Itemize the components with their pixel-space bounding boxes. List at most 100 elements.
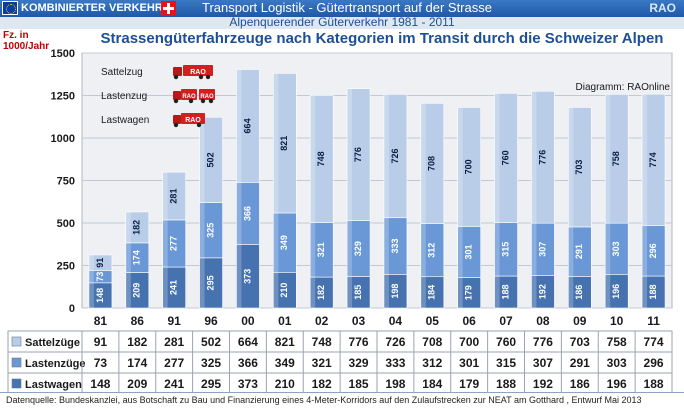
bar-value-label: 760 [500,150,510,165]
truck-wheel [173,122,179,128]
bar-segment [88,254,113,271]
bar-highlight [457,277,463,308]
x-tick-label: 86 [131,314,145,328]
header-title: Transport Logistik - Gütertransport auf … [202,0,492,15]
bar-value-label: 296 [648,243,658,258]
table-cell: 366 [238,356,258,370]
table-cell: 188 [496,377,516,391]
source-note: Datenquelle: Bundeskanzlei, aus Botschaf… [6,395,642,405]
bar-highlight [420,223,426,277]
bar-value-label: 182 [316,285,326,300]
bar-highlight [125,211,131,243]
bar-value-label: 210 [279,283,289,298]
y-tick-label: 1500 [51,48,75,60]
bar-segment [531,90,555,224]
bar-value-label: 198 [390,284,400,299]
truck-legend-label: Lastenzug [101,91,147,102]
bar-value-label: 196 [611,284,621,299]
truck-wheel [188,98,194,104]
truck-wheel [208,98,214,104]
bar-value-label: 315 [500,242,510,257]
table-cell: 776 [349,335,369,349]
bar-highlight [568,107,574,227]
y-tick-label: 500 [57,218,75,230]
bar-value-label: 748 [316,151,326,166]
subtitle-bar [0,17,684,29]
truck-logo: RAO [190,69,206,76]
bar-value-label: 373 [242,269,252,284]
bar-highlight [88,254,94,271]
chart-title: Strassengüterfahrzeuge nach Kategorien i… [100,30,664,47]
bar-segment [457,107,481,227]
bar-value-label: 188 [500,285,510,300]
truck-legend-icon: RAO [173,65,213,80]
y-tick-label: 250 [57,261,75,273]
bar-segment [309,95,334,223]
bar-value-label: 148 [95,288,105,303]
bar-segment [236,69,260,183]
bar-highlight [605,223,611,275]
table-cell: 182 [312,377,332,391]
bar-value-label: 758 [611,151,621,166]
table-cell: 295 [201,377,221,391]
table-cell: 303 [607,356,627,370]
table-cell: 91 [94,335,108,349]
x-tick-label: 81 [94,314,108,328]
truck-box [181,89,197,100]
bar-segment [641,93,666,227]
bar-highlight [420,103,426,224]
bar-value-label: 192 [537,284,547,299]
table-cell: 291 [570,356,590,370]
bar-segment [162,171,186,221]
truck-wheel [200,98,206,104]
bar-highlight [531,223,537,276]
bar-highlight [199,202,205,258]
table-cell: 349 [275,356,295,370]
x-tick-label: 10 [610,314,624,328]
truck-legend-icon: RAO RAO [173,89,215,104]
bar-value-label: 312 [427,243,437,258]
table-cell: 196 [607,377,627,391]
table-cell: 296 [644,356,664,370]
table-cell: 73 [94,356,108,370]
bar-highlight [199,257,205,308]
x-tick-label: 04 [389,314,403,328]
bar-segment [273,73,297,214]
bar-value-label: 325 [205,223,215,238]
y-axis-unit: Fz. in 1000/Jahr [3,30,50,52]
truck-logo: RAO [185,117,201,124]
bar-value-label: 821 [279,136,289,151]
x-tick-label: 96 [204,314,218,328]
x-tick-label: 11 [647,314,660,328]
brand-label: KOMBINIERTER VERKEHR [21,2,163,14]
table-cell: 281 [164,335,184,349]
footer-separator [0,392,684,393]
table-cell: 315 [496,356,516,370]
bar-highlight [605,94,611,224]
bar-highlight [125,242,131,273]
table-cell: 209 [127,377,147,391]
bar-highlight [310,277,316,308]
table-cell: 186 [570,377,590,391]
table-cell: 760 [496,335,516,349]
table-cell: 185 [349,377,369,391]
bar-value-label: 700 [464,159,474,174]
bar-segment [346,88,371,221]
table-cell: 776 [533,335,553,349]
bar-value-label: 774 [648,152,658,167]
bar-highlight [125,272,131,308]
x-tick-label: 00 [241,314,255,328]
x-tick-label: 06 [463,314,477,328]
table-cell: 708 [422,335,442,349]
y-tick-label: 0 [69,303,75,315]
bar-value-label: 333 [390,239,400,254]
table-cell: 179 [459,377,479,391]
table-cell: 748 [312,335,332,349]
bar-value-label: 241 [169,280,179,295]
bar-highlight [605,274,611,308]
table-cell: 329 [349,356,369,370]
chart-annotation: Diagramm: RAOnline [576,82,671,93]
bar-highlight [457,226,463,278]
bar-value-label: 303 [611,241,621,256]
chart: 0250500750100012501500148739120917418224… [7,48,673,392]
